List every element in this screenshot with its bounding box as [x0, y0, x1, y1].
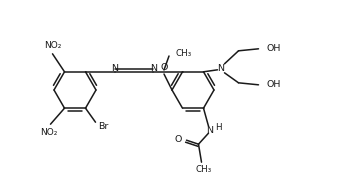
Text: N: N	[150, 64, 157, 73]
Text: OH: OH	[267, 80, 281, 89]
Text: NO₂: NO₂	[44, 41, 61, 50]
Text: Br: Br	[98, 122, 109, 131]
Text: O: O	[160, 62, 168, 71]
Text: N: N	[111, 64, 118, 73]
Text: N: N	[217, 64, 224, 73]
Text: CH₃: CH₃	[195, 165, 212, 174]
Text: OH: OH	[267, 44, 281, 53]
Text: O: O	[174, 135, 182, 144]
Text: H: H	[215, 123, 222, 132]
Text: NO₂: NO₂	[40, 128, 57, 137]
Text: N: N	[206, 126, 213, 135]
Text: CH₃: CH₃	[176, 49, 192, 58]
